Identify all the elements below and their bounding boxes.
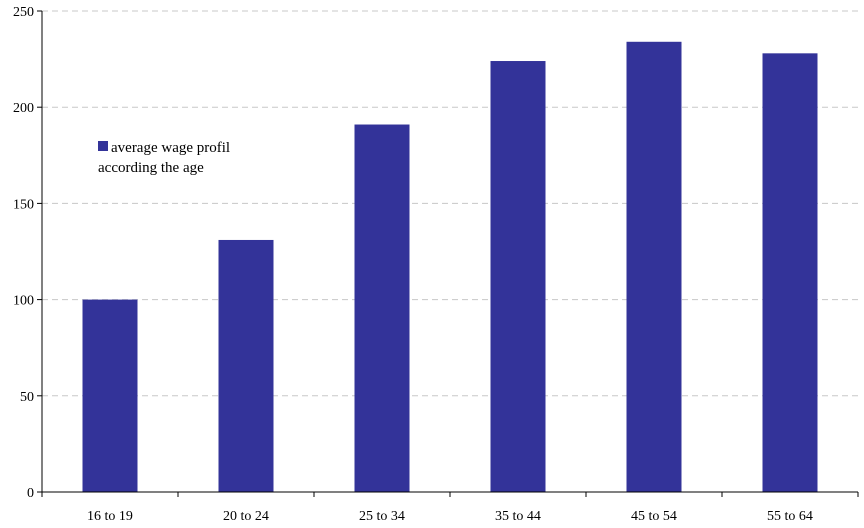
bar [762, 53, 818, 492]
gridlines [42, 10, 858, 397]
legend: average wage profil according the age [98, 140, 230, 176]
y-tick-label: 250 [13, 5, 34, 20]
x-tick-label: 35 to 44 [495, 509, 541, 524]
y-tick-label: 200 [13, 101, 34, 116]
axes [41, 11, 858, 493]
y-tick-label: 150 [13, 197, 34, 212]
x-tick-label: 25 to 34 [359, 509, 405, 524]
legend-label-line-1: average wage profil [111, 140, 230, 156]
bar [218, 239, 274, 492]
x-tick-label: 45 to 54 [631, 509, 677, 524]
bars [82, 41, 818, 493]
x-tick-label: 20 to 24 [223, 509, 269, 524]
y-tick-label: 100 [13, 294, 34, 309]
y-tick-label: 50 [20, 390, 34, 405]
x-axis-ticks: 16 to 19 20 to 24 25 to 34 35 to 44 45 to 54… [41, 492, 859, 524]
bar [490, 61, 546, 493]
legend-label-line-2: according the age [98, 160, 204, 176]
bar [626, 41, 682, 493]
x-tick-label: 16 to 19 [87, 509, 133, 524]
legend-swatch [98, 141, 108, 151]
y-tick-label: 0 [27, 486, 34, 501]
x-tick-label: 55 to 64 [767, 509, 813, 524]
bar [82, 299, 138, 492]
bar [354, 124, 410, 493]
y-axis-ticks: 0 50 100 150 200 250 [13, 5, 42, 501]
